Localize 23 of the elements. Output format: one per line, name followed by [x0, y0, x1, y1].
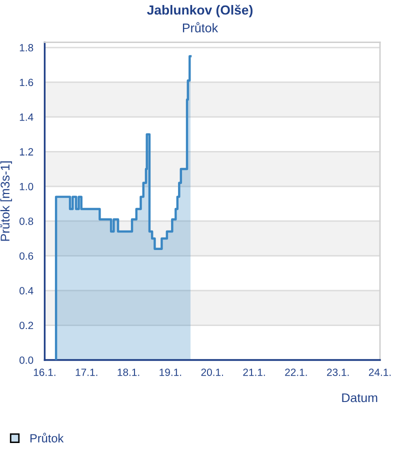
- x-tick-label: 16.1.: [34, 368, 56, 376]
- x-tick-label: 20.1.: [201, 368, 223, 376]
- chart-title: Jablunkov (Olše): [147, 4, 253, 18]
- x-tick-label: 18.1.: [118, 368, 140, 376]
- y-tick-label: 1.0: [20, 182, 34, 190]
- legend-label: Průtok: [30, 432, 64, 442]
- y-tick-label: 1.6: [20, 78, 34, 86]
- y-tick-label: 0.8: [20, 218, 34, 225]
- y-tick-label: 1.8: [20, 44, 34, 52]
- y-tick-label: 0.4: [20, 287, 34, 294]
- x-tick-label: 17.1.: [76, 368, 98, 376]
- y-tick-label: 0.6: [20, 252, 34, 260]
- chart-subtitle: Průtok: [182, 22, 218, 32]
- x-tick-label: 23.1.: [327, 368, 349, 376]
- y-tick-label: 1.2: [20, 148, 34, 156]
- x-tick-label: 24.1.: [368, 368, 391, 376]
- x-tick-label: 21.1.: [243, 368, 265, 376]
- y-tick-label: 0.0: [20, 356, 34, 364]
- y-tick-label: 0.2: [20, 322, 34, 330]
- x-tick-label: 22.1.: [285, 368, 307, 376]
- y-tick-label: 1.4: [20, 114, 34, 121]
- x-axis-title: Datum: [342, 393, 378, 402]
- x-tick-label: 19.1.: [160, 368, 182, 376]
